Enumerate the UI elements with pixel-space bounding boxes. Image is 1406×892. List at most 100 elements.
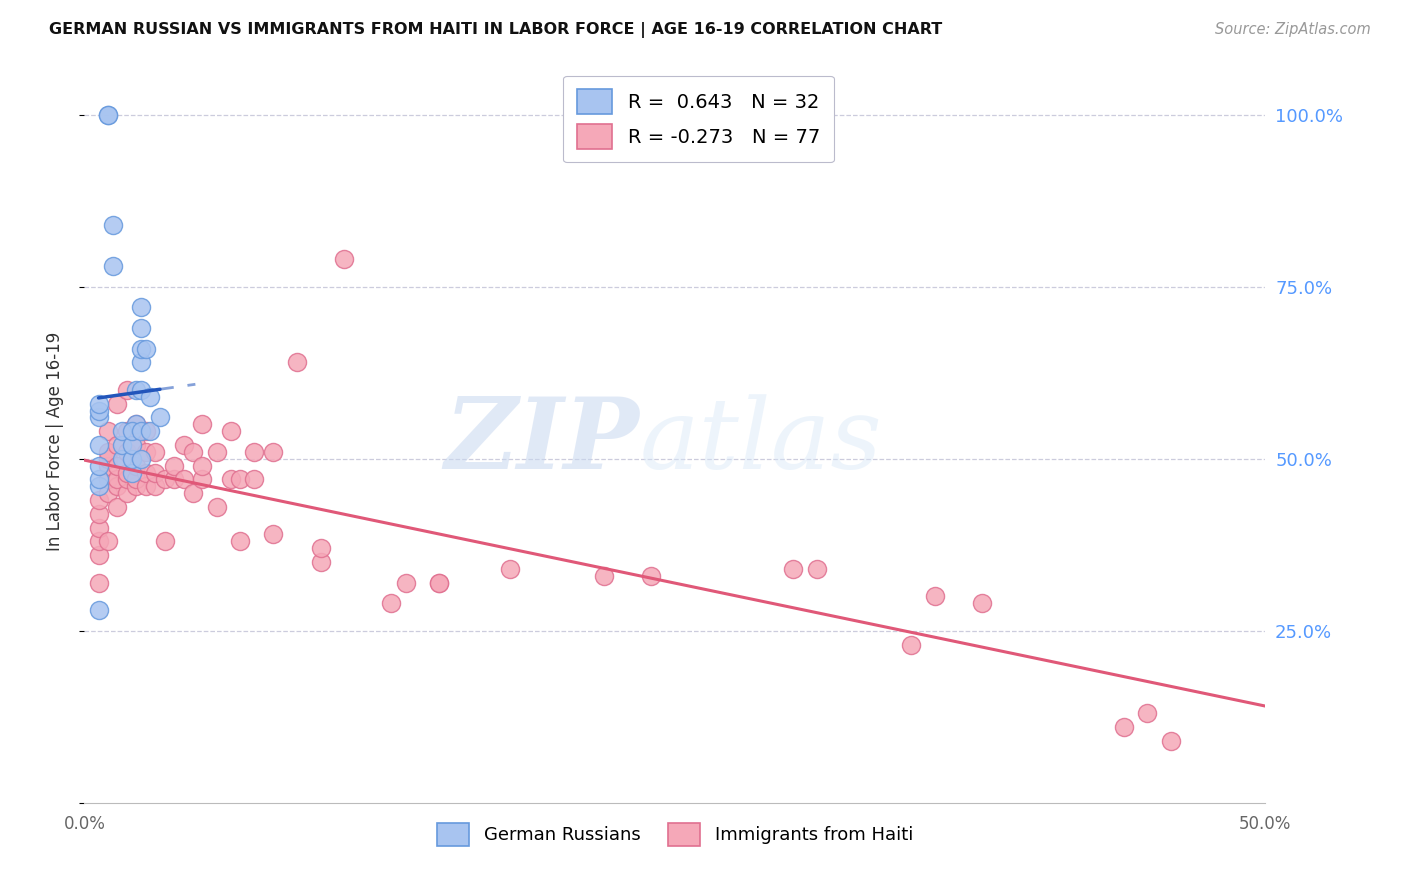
Point — [219, 472, 242, 486]
Point — [101, 218, 124, 232]
Point — [135, 466, 157, 480]
Point — [135, 479, 157, 493]
Point — [87, 472, 110, 486]
Point — [129, 321, 152, 335]
Point — [101, 259, 124, 273]
Point — [782, 562, 804, 576]
Point — [121, 451, 143, 466]
Point — [87, 507, 110, 521]
Point — [262, 445, 284, 459]
Point — [191, 458, 214, 473]
Point — [153, 534, 176, 549]
Point — [1112, 720, 1135, 734]
Point — [153, 472, 176, 486]
Point — [139, 424, 162, 438]
Point — [87, 534, 110, 549]
Point — [219, 424, 242, 438]
Point — [97, 458, 120, 473]
Point — [115, 445, 138, 459]
Point — [97, 108, 120, 122]
Point — [205, 500, 228, 514]
Point — [333, 252, 356, 267]
Point — [135, 342, 157, 356]
Point — [97, 534, 120, 549]
Point — [107, 500, 129, 514]
Point — [129, 451, 152, 466]
Point — [111, 438, 134, 452]
Point — [143, 479, 166, 493]
Point — [309, 555, 332, 569]
Point — [498, 562, 520, 576]
Point — [125, 472, 148, 486]
Point — [129, 342, 152, 356]
Point — [125, 417, 148, 432]
Point — [107, 458, 129, 473]
Point — [135, 445, 157, 459]
Point — [97, 108, 120, 122]
Text: Source: ZipAtlas.com: Source: ZipAtlas.com — [1215, 22, 1371, 37]
Point — [427, 575, 450, 590]
Y-axis label: In Labor Force | Age 16-19: In Labor Force | Age 16-19 — [45, 332, 63, 551]
Point — [129, 424, 152, 438]
Point — [121, 466, 143, 480]
Point — [900, 638, 922, 652]
Point — [129, 383, 152, 397]
Point — [163, 458, 186, 473]
Point — [115, 472, 138, 486]
Point — [191, 417, 214, 432]
Point — [205, 445, 228, 459]
Point — [87, 493, 110, 508]
Point — [107, 472, 129, 486]
Point — [87, 603, 110, 617]
Point — [173, 438, 195, 452]
Point — [121, 424, 143, 438]
Point — [181, 445, 204, 459]
Point — [107, 479, 129, 493]
Point — [593, 568, 616, 582]
Point — [243, 445, 266, 459]
Point — [121, 438, 143, 452]
Point — [87, 548, 110, 562]
Text: ZIP: ZIP — [444, 393, 640, 490]
Point — [107, 397, 129, 411]
Point — [1160, 734, 1182, 748]
Point — [243, 472, 266, 486]
Point — [125, 417, 148, 432]
Point — [149, 410, 172, 425]
Point — [125, 479, 148, 493]
Point — [111, 424, 134, 438]
Point — [97, 472, 120, 486]
Text: GERMAN RUSSIAN VS IMMIGRANTS FROM HAITI IN LABOR FORCE | AGE 16-19 CORRELATION C: GERMAN RUSSIAN VS IMMIGRANTS FROM HAITI … — [49, 22, 942, 38]
Point — [229, 472, 252, 486]
Point — [87, 575, 110, 590]
Point — [427, 575, 450, 590]
Point — [87, 397, 110, 411]
Point — [115, 466, 138, 480]
Point — [143, 445, 166, 459]
Point — [163, 472, 186, 486]
Point — [107, 438, 129, 452]
Point — [115, 383, 138, 397]
Point — [806, 562, 828, 576]
Point — [115, 486, 138, 500]
Point — [97, 445, 120, 459]
Point — [229, 534, 252, 549]
Point — [129, 301, 152, 315]
Point — [1136, 706, 1159, 721]
Point — [97, 486, 120, 500]
Point — [640, 568, 662, 582]
Point — [87, 520, 110, 534]
Point — [115, 424, 138, 438]
Point — [380, 596, 402, 610]
Point — [143, 466, 166, 480]
Point — [87, 479, 110, 493]
Point — [394, 575, 416, 590]
Text: atlas: atlas — [640, 394, 882, 489]
Point — [139, 390, 162, 404]
Point — [87, 403, 110, 417]
Point — [191, 472, 214, 486]
Point — [125, 458, 148, 473]
Point — [173, 472, 195, 486]
Point — [309, 541, 332, 556]
Point — [87, 410, 110, 425]
